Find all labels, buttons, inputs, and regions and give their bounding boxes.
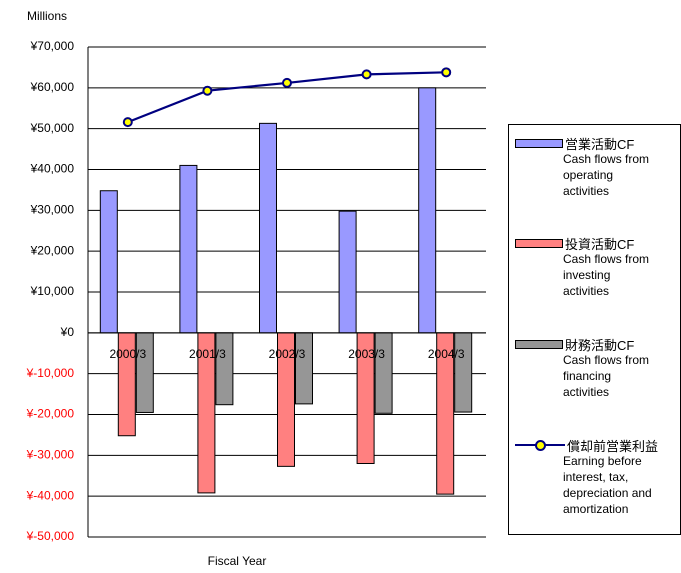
legend-item: 投資活動CF Cash flows from investing activiti… [515, 235, 681, 299]
y-tick-label: ¥-50,000 [26, 529, 75, 543]
legend-swatch [515, 238, 563, 248]
y-tick-label: ¥0 [60, 325, 75, 339]
ebitda-marker [361, 69, 372, 80]
operating-cf-bar [259, 122, 277, 334]
x-axis-ticks: 2000/3 2001/3 2002/3 2003/3 2004/3 [109, 347, 464, 361]
x-tick-label: 2000/3 [109, 347, 146, 361]
legend-series-name: 営業活動CF [565, 136, 635, 152]
legend-series-name: 償却前営業利益 [567, 438, 659, 454]
legend-swatch [515, 138, 563, 148]
operating-cf-bar [418, 87, 437, 334]
y-tick-label: ¥50,000 [30, 121, 75, 135]
y-tick-label: ¥20,000 [30, 243, 75, 257]
y-tick-label: ¥10,000 [30, 284, 75, 298]
operating-cf-bar [99, 190, 118, 334]
ebitda-marker [441, 67, 452, 78]
x-tick-label: 2001/3 [189, 347, 226, 361]
y-tick-label: ¥70,000 [30, 39, 75, 53]
y-tick-label: ¥40,000 [30, 162, 75, 176]
unit-label: Millions [27, 9, 67, 23]
y-tick-label: ¥-20,000 [26, 407, 75, 421]
legend-series-description: Earning before interest, tax, depreciati… [563, 454, 652, 516]
y-tick-label: ¥-40,000 [26, 488, 75, 502]
legend-item: 財務活動CF Cash flows from financing activiti… [515, 336, 681, 400]
y-axis-ticks: ¥70,000 ¥60,000 ¥50,000 ¥40,000 ¥30,000 ¥20,0… [26, 39, 75, 543]
ebitda-marker [122, 117, 133, 128]
ebitda-marker [202, 85, 213, 96]
y-tick-label: ¥-30,000 [26, 448, 75, 462]
operating-cf-bar [338, 210, 357, 334]
legend-swatch [515, 339, 563, 349]
bars [88, 87, 486, 495]
legend-item: 営業活動CF Cash flows from operating activiti… [515, 135, 681, 199]
financing-cf-bar [374, 332, 393, 414]
ebitda-line [122, 67, 452, 128]
x-tick-label: 2002/3 [269, 347, 306, 361]
y-tick-label: ¥30,000 [30, 203, 75, 217]
legend-series-name: 投資活動CF [565, 236, 635, 252]
financing-cf-bar [295, 332, 313, 405]
x-axis-title: Fiscal Year [208, 554, 267, 568]
legend-series-description: Cash flows from investing activities [563, 252, 650, 298]
x-tick-label: 2004/3 [428, 347, 465, 361]
financing-cf-bar [135, 332, 154, 413]
y-tick-label: ¥60,000 [30, 80, 75, 94]
legend-series-name: 財務活動CF [565, 337, 635, 353]
financing-cf-bar [215, 332, 234, 406]
financing-cf-bar [454, 332, 473, 413]
legend-line-marker [515, 439, 565, 451]
legend-series-description: Cash flows from operating activities [563, 152, 650, 198]
legend-series-description: Cash flows from financing activities [563, 353, 650, 399]
legend: 営業活動CF Cash flows from operating activiti… [508, 124, 681, 535]
operating-cf-bar [179, 164, 198, 334]
legend-item: 償却前営業利益 Earning before interest, tax, dep… [515, 437, 681, 517]
x-tick-label: 2003/3 [348, 347, 385, 361]
ebitda-marker [282, 77, 292, 88]
y-tick-label: ¥-10,000 [26, 366, 75, 380]
